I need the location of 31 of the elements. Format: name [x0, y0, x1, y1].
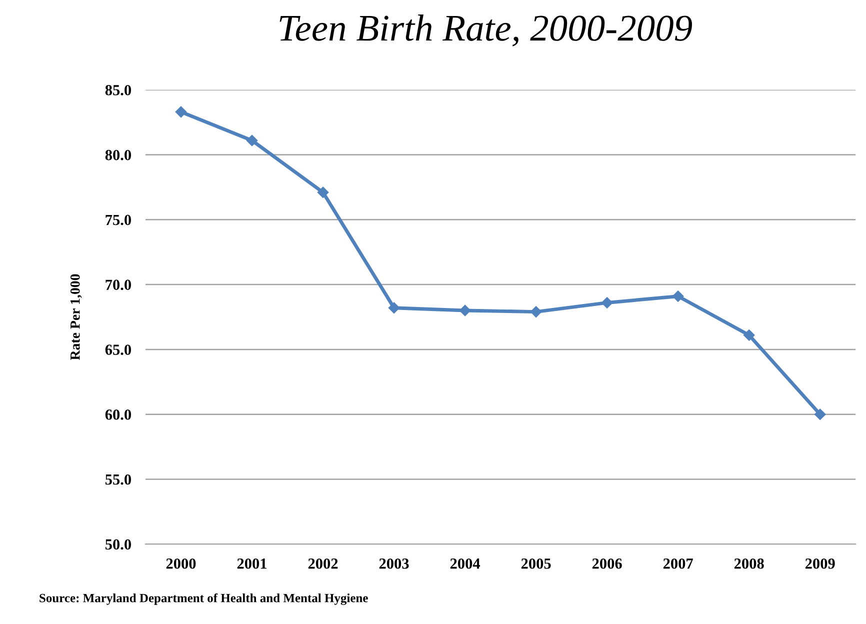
- point: [246, 134, 258, 146]
- point: [175, 106, 187, 118]
- x-tick-label: 2001: [237, 558, 266, 569]
- y-tick-label: 75.0: [106, 214, 132, 226]
- y-tick-label: 80.0: [105, 150, 132, 160]
- point: [814, 408, 826, 420]
- point: [317, 186, 329, 198]
- x-tick-label: 2003: [379, 558, 409, 569]
- x-tick-label: 2002: [308, 558, 338, 569]
- y-tick-label: 50.0: [105, 539, 132, 550]
- x-tick-label: 2007: [663, 558, 693, 569]
- x-tick-label: 2006: [592, 558, 622, 569]
- x-tick-label: 2008: [734, 558, 764, 569]
- point: [743, 330, 755, 341]
- y-tick-label: 55.0: [105, 474, 132, 485]
- y-tick-label: 60.0: [105, 409, 132, 420]
- point: [672, 290, 684, 302]
- x-tick-label: 2009: [805, 558, 835, 569]
- y-tick-label: 70.0: [106, 280, 132, 290]
- point: [388, 302, 400, 314]
- y-axis-title: Rate Per 1,000: [70, 274, 82, 360]
- x-tick-label: 2004: [450, 558, 480, 569]
- point: [601, 297, 613, 308]
- x-tick-label: 2000: [166, 558, 196, 569]
- chart-title: Teen Birth Rate, 2000-2009: [280, 14, 692, 46]
- source-note: Source: Maryland Department of Health and Mental Hygiene: [40, 593, 368, 605]
- point: [459, 304, 471, 316]
- y-tick-label: 65.0: [105, 344, 132, 355]
- x-tick-label: 2005: [521, 558, 551, 569]
- y-tick-label: 85.0: [105, 84, 132, 96]
- point: [530, 306, 542, 318]
